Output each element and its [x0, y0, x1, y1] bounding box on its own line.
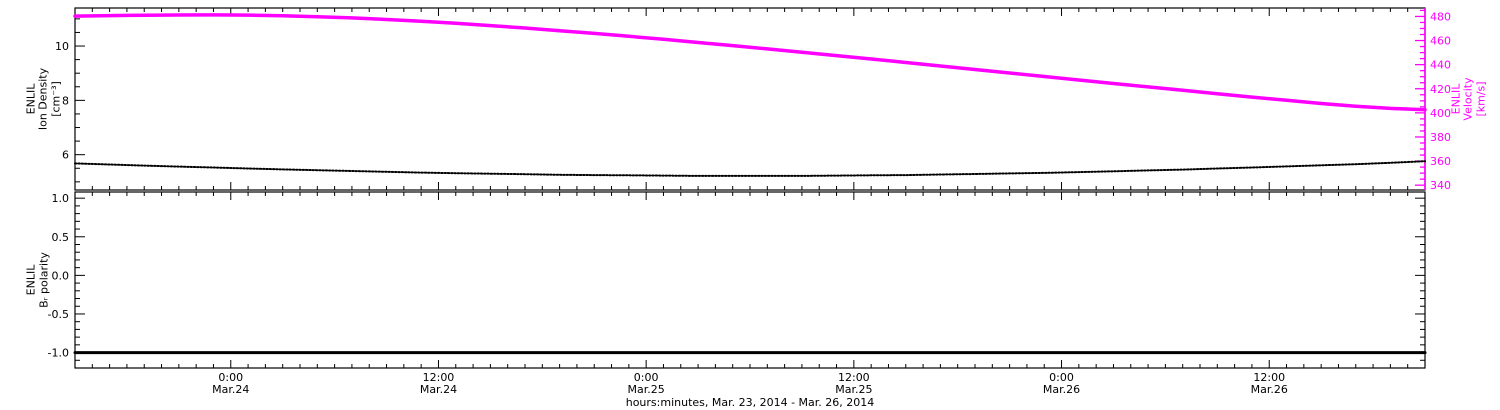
x-tick-label-date: Mar.24	[212, 383, 249, 396]
x-tick-label-time: 0:00	[634, 371, 659, 384]
x-tick-label-time: 12:00	[838, 371, 870, 384]
velocity-tick-label: 380	[1430, 131, 1451, 144]
x-axis-title: hours:minutes, Mar. 23, 2014 - Mar. 26, …	[625, 396, 875, 409]
velocity-axis-title-model: ENLIL	[1449, 83, 1463, 115]
velocity-tick-label: 360	[1430, 155, 1451, 168]
x-tick-label-time: 12:00	[423, 371, 455, 384]
y-tick-label: 10	[55, 40, 69, 53]
y-tick-label: 6	[62, 149, 69, 162]
density-axis-title-model: ENLIL	[24, 83, 38, 115]
y-tick-label: 0.0	[52, 269, 70, 282]
y-tick-label: 8	[62, 94, 69, 107]
polarity-axis-title-model: ENLIL	[24, 264, 38, 296]
x-tick-label-time: 0:00	[1049, 371, 1074, 384]
y-tick-label: -1.0	[48, 347, 69, 360]
y-tick-label: 0.5	[52, 231, 70, 244]
x-tick-label-date: Mar.25	[835, 383, 872, 396]
velocity-axis-units: [km/s]	[1474, 81, 1488, 117]
x-tick-label-time: 12:00	[1253, 371, 1285, 384]
x-tick-label-date: Mar.26	[1251, 383, 1288, 396]
x-tick-label-time: 0:00	[218, 371, 243, 384]
density-axis-units: [cm⁻³]	[49, 81, 63, 117]
panel-frame	[74, 7, 1426, 191]
velocity-tick-label: 460	[1430, 35, 1451, 48]
velocity-tick-label: 400	[1430, 107, 1451, 120]
x-tick-label-date: Mar.26	[1043, 383, 1080, 396]
y-tick-label: -0.5	[48, 308, 69, 321]
series-ion-density	[74, 160, 1426, 177]
polarity-axis-title: Bᵣ polarity	[37, 252, 51, 308]
velocity-tick-label: 340	[1430, 179, 1451, 192]
panel-frame	[74, 191, 1426, 369]
velocity-tick-label: 440	[1430, 59, 1451, 72]
velocity-tick-label: 420	[1430, 83, 1451, 96]
x-tick-label-date: Mar.25	[628, 383, 665, 396]
density-axis-title: Ion Density	[36, 67, 50, 131]
series-velocity	[73, 13, 1427, 112]
y-tick-label: 1.0	[52, 192, 70, 205]
velocity-axis-title: Velocity	[1461, 77, 1475, 121]
x-tick-label-date: Mar.24	[420, 383, 457, 396]
velocity-tick-label: 480	[1430, 10, 1451, 23]
